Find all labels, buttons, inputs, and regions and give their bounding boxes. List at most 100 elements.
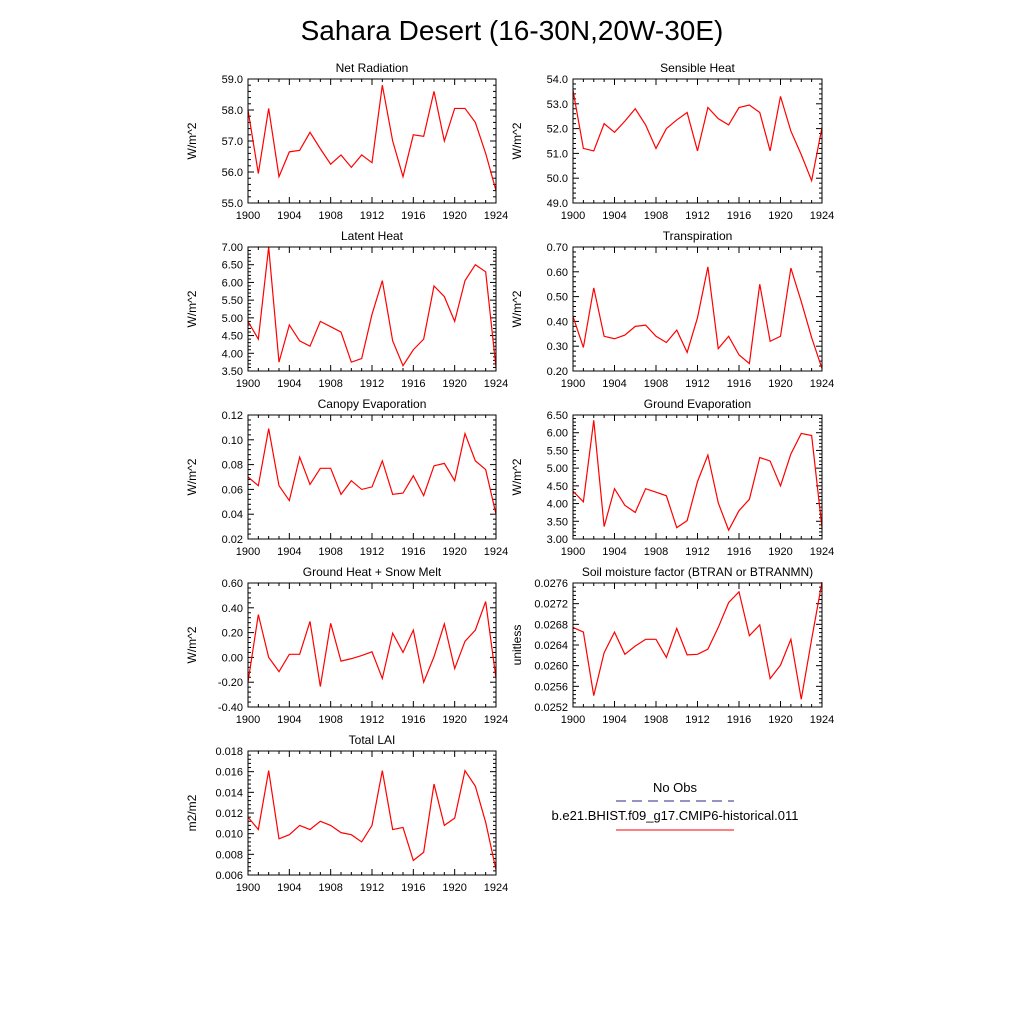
figure-title: Sahara Desert (16-30N,20W-30E): [301, 15, 724, 46]
x-tick-label: 1920: [768, 714, 792, 726]
plot-frame: [572, 414, 823, 540]
x-tick-label: 1904: [602, 714, 626, 726]
y-tick-label: 3.00: [547, 534, 568, 546]
y-axis-label: W/m^2: [185, 122, 199, 159]
y-tick-label: 0.30: [547, 341, 568, 353]
y-tick-label: 6.50: [222, 260, 243, 272]
y-tick-label: 4.00: [547, 499, 568, 511]
x-tick-label: 1908: [644, 210, 668, 222]
series-line: [247, 428, 497, 515]
y-tick-label: 0.70: [547, 242, 568, 254]
x-tick-label: 1904: [602, 378, 626, 390]
panel-title: Ground Evaporation: [644, 397, 751, 411]
y-tick-label: 4.50: [547, 481, 568, 493]
x-tick-label: 1920: [442, 882, 466, 894]
y-axis-label: W/m^2: [185, 458, 199, 495]
x-tick-label: 1920: [768, 378, 792, 390]
plot-frame: [247, 246, 497, 372]
y-tick-label: 3.50: [222, 366, 243, 378]
y-tick-label: 0.12: [222, 410, 243, 422]
y-tick-label: 57.0: [222, 136, 243, 148]
x-tick-label: 1920: [768, 210, 792, 222]
y-tick-label: 5.00: [547, 463, 568, 475]
y-tick-label: 4.50: [222, 331, 243, 343]
chart-panel: 1900 1904 1908 1912 1916 1920 1924 0.0252 0.0256…: [510, 565, 834, 726]
series-line: [572, 266, 823, 369]
x-tick-label: 1916: [401, 210, 425, 222]
chart-panels: 1900 1904 1908 1912 1916 1920 1924 55.0 56.0 57.0…: [185, 61, 834, 894]
y-tick-label: 58.0: [222, 105, 243, 117]
y-axis-label: W/m^2: [510, 290, 524, 327]
y-tick-label: 0.0260: [534, 661, 568, 673]
y-axis-label: W/m^2: [510, 122, 524, 159]
y-tick-label: 5.50: [547, 445, 568, 457]
x-tick-label: 1916: [401, 714, 425, 726]
series-line: [247, 769, 497, 870]
y-tick-label: 0.014: [215, 787, 243, 799]
panel-title: Soil moisture factor (BTRAN or BTRANMN): [582, 565, 813, 579]
series-line: [247, 85, 497, 191]
x-tick-label: 1912: [360, 210, 384, 222]
series-line: [247, 601, 497, 687]
series-line: [572, 90, 823, 183]
series-line: [572, 420, 823, 532]
y-tick-label: 0.0268: [534, 619, 568, 631]
x-tick-label: 1912: [685, 714, 709, 726]
x-tick-label: 1912: [685, 210, 709, 222]
y-tick-label: 0.008: [215, 849, 243, 861]
y-tick-label: 3.50: [547, 516, 568, 528]
y-tick-label: 0.00: [222, 652, 243, 664]
y-tick-label: 52.0: [547, 124, 568, 136]
x-tick-label: 1916: [727, 714, 751, 726]
y-tick-label: 0.0256: [534, 681, 568, 693]
x-tick-label: 1904: [277, 546, 301, 558]
chart-panel: 1900 1904 1908 1912 1916 1920 1924 0.02 0.04 0.06…: [185, 397, 508, 558]
chart-panel: 1900 1904 1908 1912 1916 1920 1924 3.50 4.00 4.50…: [185, 229, 508, 390]
y-axis-label: W/m^2: [510, 458, 524, 495]
y-tick-label: 0.0272: [534, 599, 568, 611]
plot-frame: [572, 246, 823, 372]
y-tick-label: 5.50: [222, 295, 243, 307]
x-tick-label: 1912: [685, 378, 709, 390]
y-tick-label: 0.20: [222, 628, 243, 640]
y-tick-label: 5.00: [222, 313, 243, 325]
y-tick-label: 0.02: [222, 534, 243, 546]
x-tick-label: 1900: [236, 882, 260, 894]
y-tick-label: 51.0: [547, 148, 568, 160]
x-tick-label: 1924: [484, 378, 508, 390]
x-tick-label: 1920: [442, 210, 466, 222]
x-tick-label: 1904: [602, 210, 626, 222]
chart-panel: 1900 1904 1908 1912 1916 1920 1924 3.00 3.50 4.00…: [510, 397, 834, 558]
y-tick-label: 4.00: [222, 348, 243, 360]
y-axis-label: W/m^2: [185, 626, 199, 663]
x-tick-label: 1900: [236, 546, 260, 558]
y-tick-label: 0.018: [215, 746, 243, 758]
x-tick-label: 1912: [360, 714, 384, 726]
panel-title: Canopy Evaporation: [318, 397, 427, 411]
y-tick-label: 6.50: [547, 410, 568, 422]
y-tick-label: 0.0276: [534, 578, 568, 590]
y-tick-label: 7.00: [222, 242, 243, 254]
plot-frame: [572, 582, 823, 708]
x-tick-label: 1916: [401, 546, 425, 558]
x-tick-label: 1912: [360, 546, 384, 558]
y-tick-label: 55.0: [222, 198, 243, 210]
x-tick-label: 1920: [768, 546, 792, 558]
x-tick-label: 1900: [236, 378, 260, 390]
x-tick-label: 1924: [484, 714, 508, 726]
x-tick-label: 1908: [318, 714, 342, 726]
x-tick-label: 1924: [484, 882, 508, 894]
x-tick-label: 1916: [727, 210, 751, 222]
panel-title: Ground Heat + Snow Melt: [303, 565, 442, 579]
chart-panel: 1900 1904 1908 1912 1916 1920 1924 49.0 50.0 51.0…: [510, 61, 834, 222]
x-tick-label: 1912: [360, 882, 384, 894]
x-tick-label: 1924: [810, 546, 834, 558]
series-line: [572, 581, 823, 700]
y-tick-label: 0.010: [215, 829, 243, 841]
plot-frame: [247, 582, 497, 708]
y-tick-label: 0.08: [222, 460, 243, 472]
x-tick-label: 1904: [277, 882, 301, 894]
legend: No Obs b.e21.BHIST.f09_g17.CMIP6-histori…: [552, 780, 798, 831]
plot-frame: [572, 78, 823, 204]
